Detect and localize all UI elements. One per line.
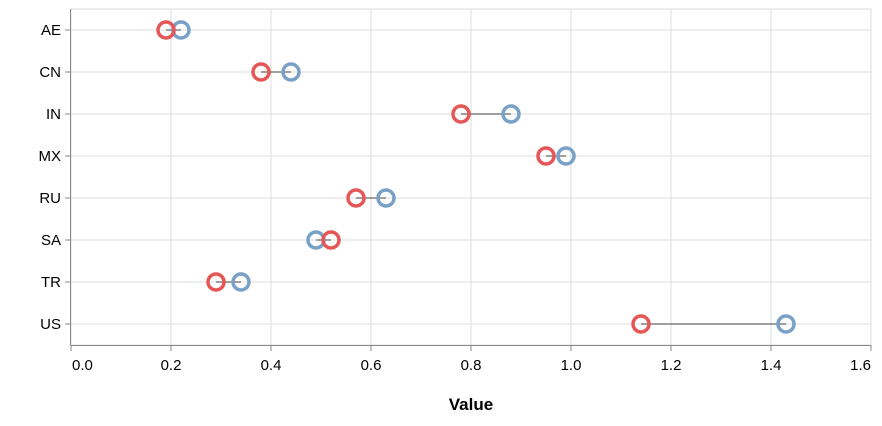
x-tick-label: 1.6	[850, 357, 871, 374]
data-point	[281, 62, 301, 82]
y-tick-label: AE	[41, 22, 61, 39]
data-point	[501, 104, 521, 124]
data-point	[556, 146, 576, 166]
data-point	[206, 272, 226, 292]
y-tick-label: RU	[39, 190, 61, 207]
data-point	[251, 62, 271, 82]
data-point	[346, 188, 366, 208]
y-tick-label: SA	[41, 232, 61, 249]
x-tick-label: 0.8	[461, 357, 482, 374]
y-tick-label: MX	[39, 148, 62, 165]
data-point	[536, 146, 556, 166]
x-tick-label: 0.4	[261, 357, 282, 374]
x-axis-title: Value	[449, 395, 493, 414]
data-point	[376, 188, 396, 208]
x-tick-label: 1.2	[661, 357, 682, 374]
y-tick-label: IN	[46, 106, 61, 123]
x-tick-label: 0.2	[161, 357, 182, 374]
x-tick-label: 0.6	[361, 357, 382, 374]
grid-lines	[70, 9, 872, 345]
data-point	[776, 314, 796, 334]
data-point	[631, 314, 651, 334]
data-points	[156, 20, 796, 334]
data-point	[321, 230, 341, 250]
data-point	[451, 104, 471, 124]
y-tick-label: TR	[41, 274, 61, 291]
data-point	[231, 272, 251, 292]
y-tick-label: CN	[39, 64, 61, 81]
x-tick-label: 1.4	[761, 357, 782, 374]
axes: 0.0 0.2 0.4 0.6 0.8 1.0 1.2 1.4 1.6 AE CN IN MX RU SA T…	[39, 9, 872, 374]
data-point	[156, 20, 176, 40]
x-tick-label: 0.0	[72, 357, 93, 374]
x-tick-label: 1.0	[561, 357, 582, 374]
y-tick-label: US	[40, 316, 61, 333]
